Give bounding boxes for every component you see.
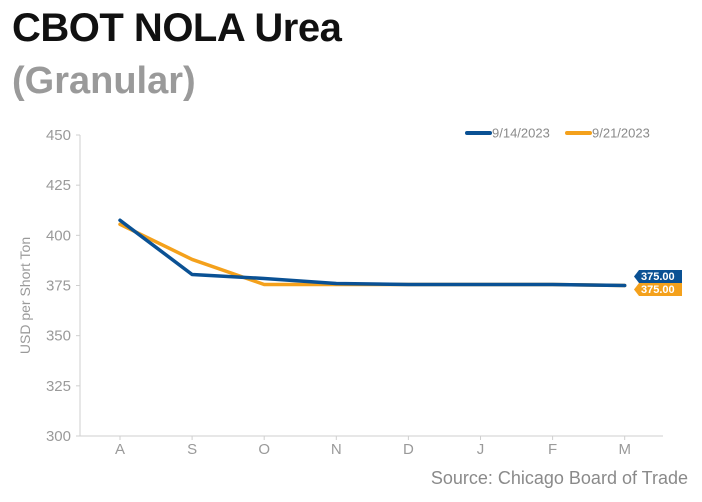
series-lines <box>118 218 627 288</box>
x-tick-label: F <box>548 441 557 458</box>
y-tick-label: 400 <box>46 227 71 244</box>
series-line <box>118 218 627 288</box>
chart-subtitle: (Granular) <box>12 60 196 102</box>
y-tick-label: 350 <box>46 328 71 345</box>
y-tick-label: 375 <box>46 278 71 295</box>
end-value-label: 375.00 <box>641 284 675 296</box>
legend: 9/14/2023 9/21/2023 <box>465 126 650 141</box>
legend-label: 9/21/2023 <box>592 126 650 141</box>
source-note: Source: Chicago Board of Trade <box>430 468 688 488</box>
x-tick-label: D <box>403 441 414 458</box>
x-tick-label: J <box>477 441 485 458</box>
y-axis-title: USD per Short Ton <box>17 237 33 354</box>
x-tick-label: A <box>115 441 125 458</box>
legend-label: 9/14/2023 <box>492 126 550 141</box>
end-value-label: 375.00 <box>641 271 675 283</box>
x-tick-label: O <box>258 441 270 458</box>
x-tick-label: N <box>331 441 342 458</box>
y-tick-label: 325 <box>46 378 71 395</box>
axes: 300 325 350 375 400 425 450 A S O N D J F M USD per Sho… <box>17 127 663 458</box>
y-tick-label: 450 <box>46 127 71 144</box>
y-tick-label: 425 <box>46 177 71 194</box>
chart-title: CBOT NOLA Urea <box>12 6 342 50</box>
x-tick-label: M <box>618 441 631 458</box>
end-value-tag <box>634 270 682 283</box>
y-tick-label: 300 <box>46 428 71 445</box>
x-tick-label: S <box>187 441 197 458</box>
end-value-tag <box>634 283 682 296</box>
